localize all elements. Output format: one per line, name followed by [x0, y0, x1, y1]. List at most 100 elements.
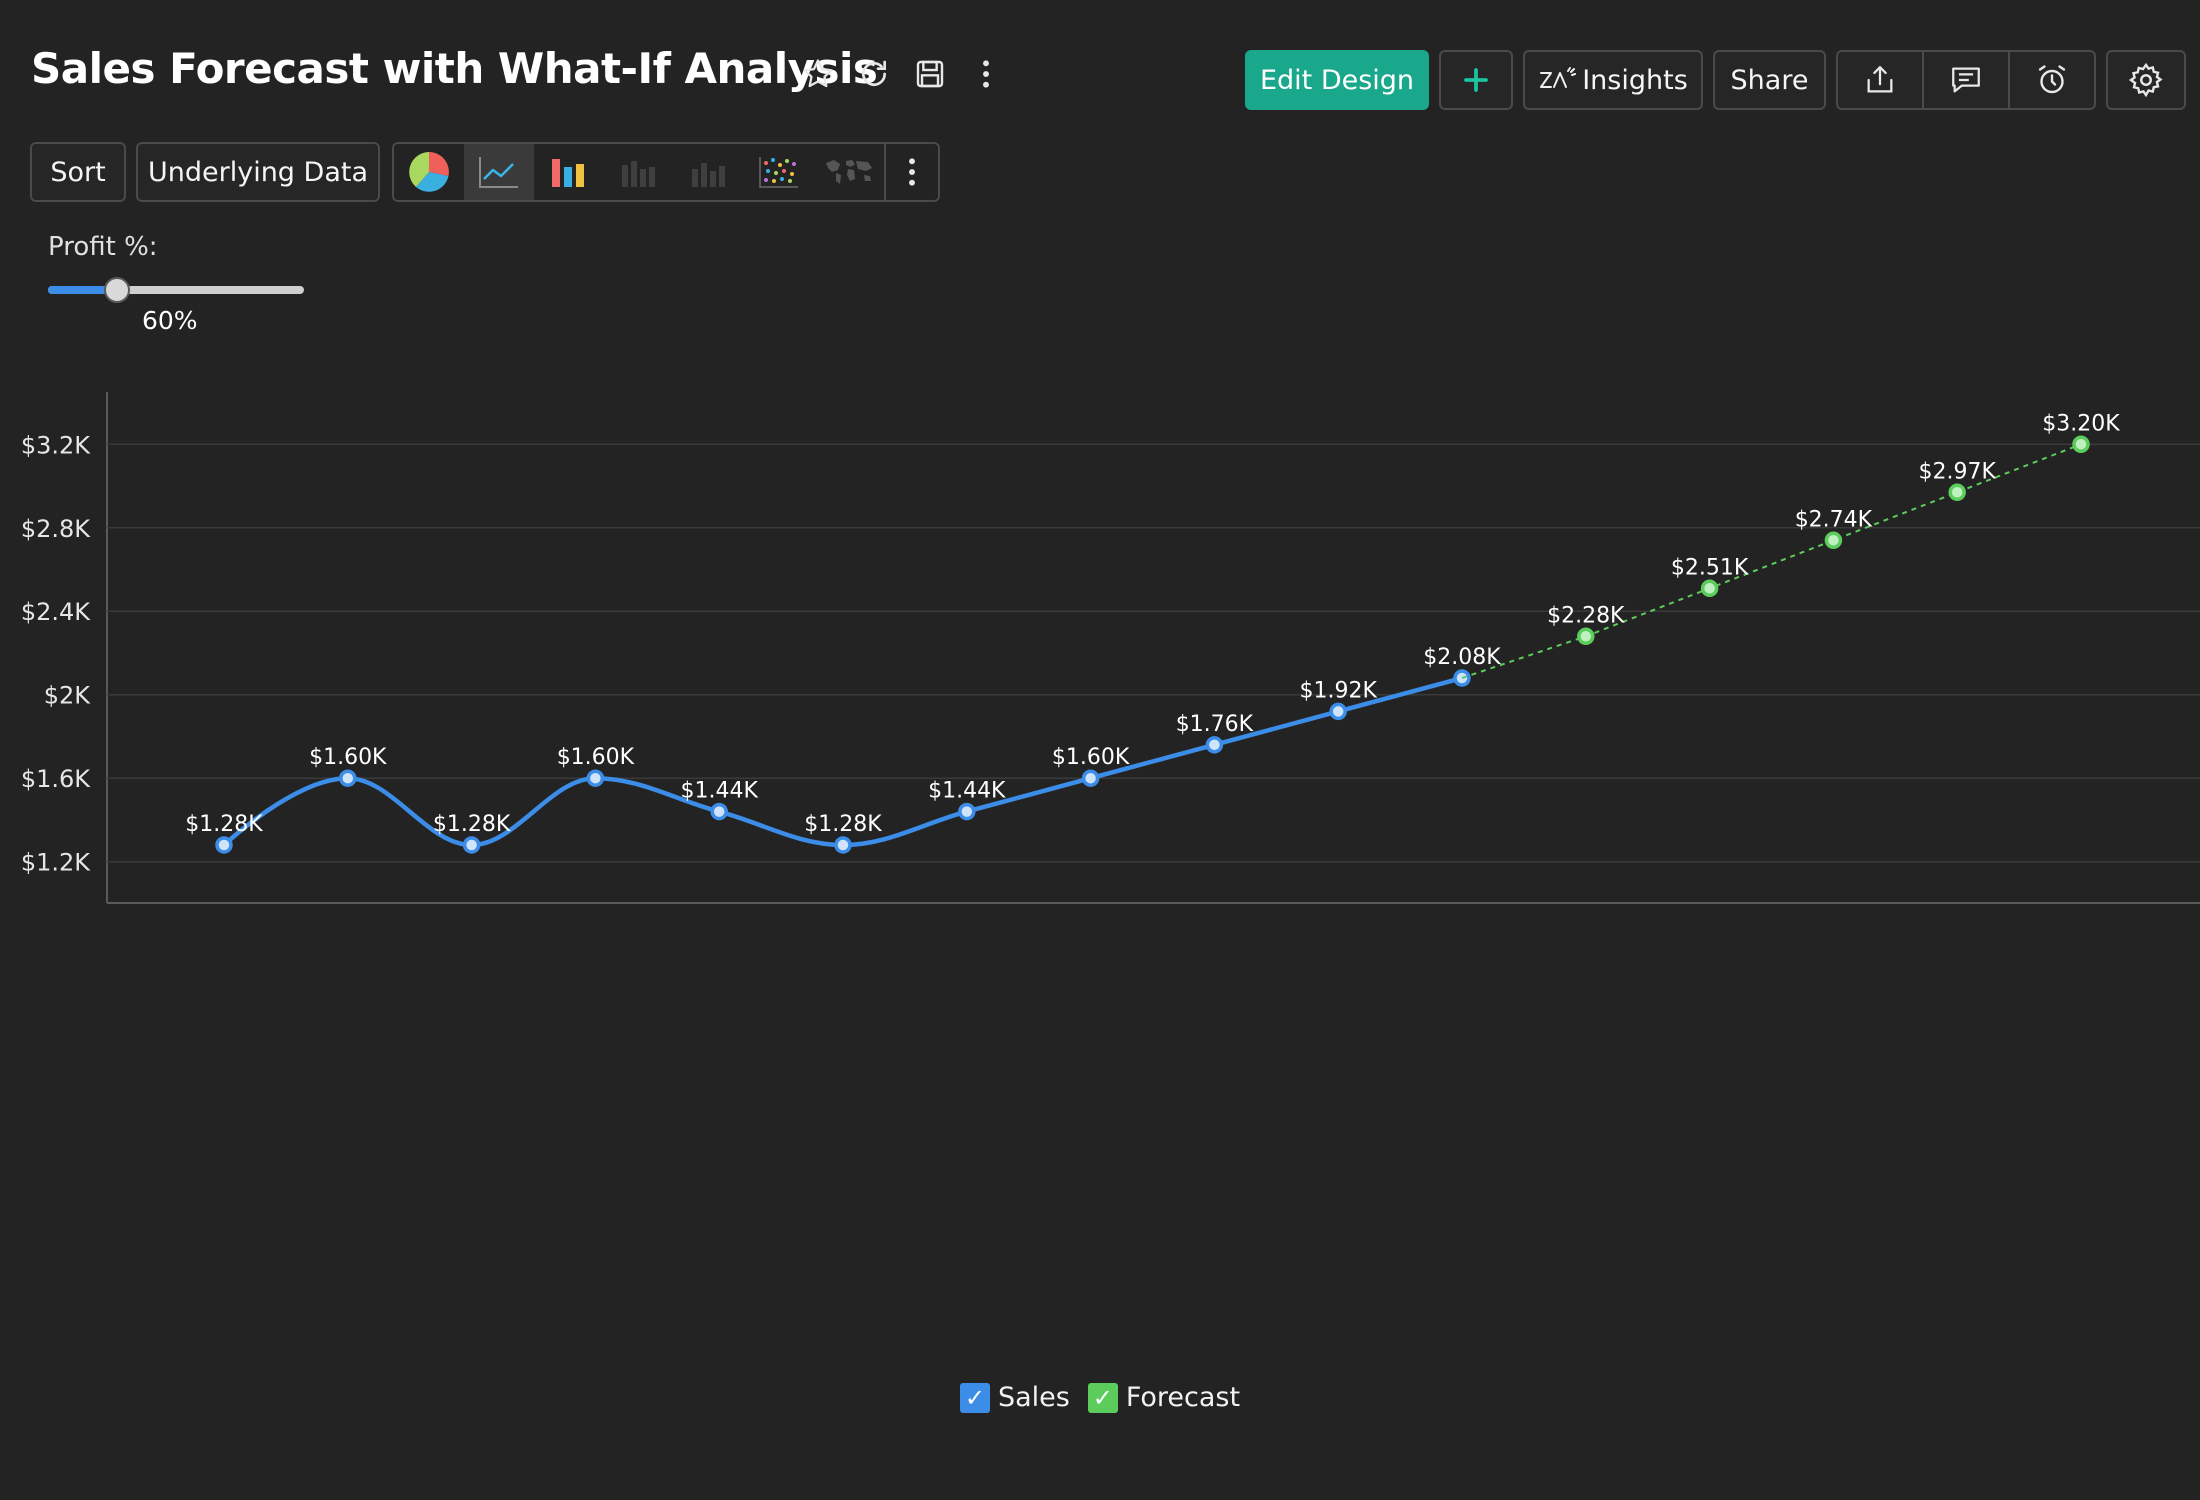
- data-label: $1.76K: [1176, 712, 1254, 737]
- title-actions: [800, 56, 1004, 92]
- profit-slider-value: 60%: [142, 306, 198, 335]
- stacked-bar-button[interactable]: [604, 144, 674, 200]
- legend-item-sales[interactable]: ✓ Sales: [959, 1382, 1070, 1413]
- data-label: $1.28K: [433, 812, 511, 837]
- x-tick-label: Aug 2020: [290, 1268, 406, 1270]
- forecast-point: [1948, 483, 1966, 502]
- x-tick-label: May 2021: [1403, 1268, 1521, 1270]
- data-label: $1.92K: [1299, 678, 1377, 703]
- data-label: $2.08K: [1423, 645, 1501, 670]
- refresh-icon[interactable]: [856, 56, 892, 92]
- legend-item-forecast[interactable]: ✓ Forecast: [1087, 1382, 1240, 1413]
- pie-chart-icon: [409, 152, 449, 192]
- forecast-point: [1824, 531, 1843, 550]
- legend-label-sales: Sales: [997, 1382, 1070, 1413]
- top-action-bar: Edit Design Insights Share: [1245, 50, 2186, 110]
- series-line-forecast: [1461, 443, 2082, 679]
- profit-slider-thumb[interactable]: [104, 277, 131, 303]
- map-chart-button[interactable]: [814, 144, 884, 200]
- sales-point: [462, 836, 481, 854]
- profit-slider[interactable]: [48, 277, 304, 303]
- utility-button-group: [1836, 50, 2096, 110]
- comment-button[interactable]: [1924, 52, 2010, 108]
- data-label: $1.28K: [185, 812, 263, 837]
- sales-point: [1081, 769, 1100, 787]
- chart-type-more-button[interactable]: [884, 144, 938, 200]
- sales-point: [834, 836, 852, 854]
- data-label: $1.44K: [680, 779, 758, 804]
- legend-checkbox-forecast[interactable]: ✓: [1087, 1382, 1118, 1413]
- alarm-button[interactable]: [2010, 52, 2094, 108]
- x-tick-label: Jul 2020: [173, 1268, 273, 1270]
- chart-legend: ✓ Sales ✓ Forecast: [0, 1382, 2200, 1413]
- add-button[interactable]: [1439, 50, 1513, 110]
- share-button[interactable]: Share: [1713, 50, 1826, 110]
- x-tick-label: Apr 2021: [1283, 1268, 1393, 1270]
- x-tick-label: Sep 2020: [415, 1268, 529, 1270]
- line-chart-icon: [479, 157, 518, 188]
- data-label: $1.60K: [309, 745, 387, 770]
- data-label: $1.60K: [1052, 745, 1130, 770]
- profit-slider-label: Profit %:: [48, 232, 158, 262]
- report-toolbar: Sort Underlying Data: [30, 142, 940, 202]
- bar-chart-button[interactable]: [534, 144, 604, 200]
- scatter-chart-icon: [759, 157, 798, 188]
- forecast-point: [2072, 435, 2090, 454]
- data-label: $1.28K: [804, 812, 882, 837]
- gear-icon: [2128, 62, 2163, 98]
- data-label: $2.51K: [1671, 555, 1749, 580]
- export-button[interactable]: [1838, 52, 1924, 108]
- data-label: $1.44K: [928, 779, 1006, 804]
- bar-chart-icon: [552, 159, 584, 187]
- dashboard-title: Sales Forecast with What-If Analysis: [31, 44, 878, 93]
- x-tick-label: Jan 2021: [912, 1268, 1020, 1270]
- data-label: $1.60K: [557, 745, 635, 770]
- data-label: $2.74K: [1795, 507, 1873, 532]
- settings-button[interactable]: [2106, 50, 2186, 110]
- combo-chart-button[interactable]: [674, 144, 744, 200]
- y-tick-label: $2K: [44, 682, 92, 710]
- combo-chart-icon: [692, 163, 725, 187]
- scatter-chart-button[interactable]: [744, 144, 814, 200]
- legend-checkbox-sales[interactable]: ✓: [959, 1382, 990, 1413]
- save-icon[interactable]: [912, 56, 948, 92]
- x-tick-label: Nov 2020: [661, 1268, 777, 1270]
- x-tick-label: Jun 2021: [1531, 1268, 1639, 1270]
- underlying-data-button[interactable]: Underlying Data: [136, 142, 380, 202]
- sales-point: [215, 836, 233, 854]
- insights-button[interactable]: Insights: [1523, 50, 1703, 110]
- insights-label: Insights: [1582, 64, 1688, 96]
- plus-icon: [1464, 68, 1488, 92]
- more-vertical-icon[interactable]: [968, 56, 1004, 92]
- pie-chart-button[interactable]: [394, 144, 464, 200]
- x-tick-label: Feb 2021: [1035, 1268, 1146, 1270]
- star-icon[interactable]: [800, 56, 836, 92]
- x-tick-label: Jul 2021: [1659, 1268, 1759, 1270]
- data-label: $3.20K: [2042, 411, 2120, 436]
- edit-design-button[interactable]: Edit Design: [1245, 50, 1429, 110]
- x-tick-label: Oct 2021: [2026, 1268, 2136, 1270]
- x-tick-label: Oct 2020: [540, 1268, 650, 1270]
- y-tick-label: $1.6K: [21, 765, 91, 793]
- sales-point: [1329, 702, 1347, 721]
- x-tick-label: Dec 2020: [785, 1268, 900, 1270]
- forecast-point: [1700, 579, 1719, 598]
- comment-icon: [1952, 67, 1980, 93]
- sales-point: [586, 769, 605, 787]
- sales-point: [1205, 736, 1224, 754]
- more-vertical-icon: [909, 158, 915, 186]
- chart-type-switcher: [392, 142, 940, 202]
- profit-slider-fill: [48, 286, 118, 294]
- export-icon: [1867, 65, 1893, 93]
- alarm-clock-icon: [2038, 65, 2066, 94]
- y-tick-label: $1.2K: [21, 849, 91, 877]
- sales-point: [958, 802, 976, 821]
- y-tick-label: $3.2K: [21, 431, 91, 459]
- x-tick-label: Aug 2021: [1776, 1268, 1892, 1270]
- map-chart-icon: [826, 160, 872, 184]
- stacked-bar-icon: [622, 161, 655, 187]
- y-tick-label: $2.4K: [21, 598, 91, 626]
- line-chart-button[interactable]: [464, 144, 534, 200]
- sort-button[interactable]: Sort: [30, 142, 126, 202]
- forecast-point: [1577, 627, 1595, 646]
